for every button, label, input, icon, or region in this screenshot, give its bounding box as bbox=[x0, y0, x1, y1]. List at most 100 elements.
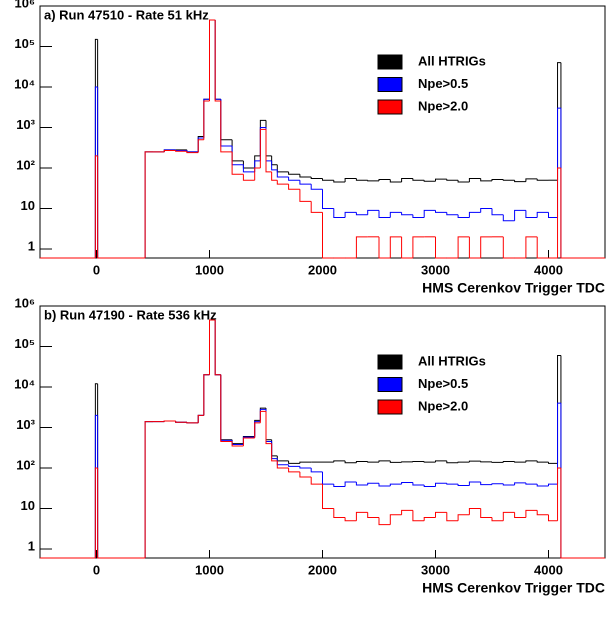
histogram-bin bbox=[435, 178, 447, 182]
legend-swatch bbox=[377, 377, 403, 392]
histogram-bin bbox=[242, 437, 255, 446]
histogram-bin bbox=[186, 422, 199, 424]
histogram-bin bbox=[203, 374, 210, 416]
histogram-bin bbox=[412, 510, 425, 522]
y-tick-label: 10² bbox=[16, 157, 35, 172]
histogram-bin bbox=[435, 210, 447, 213]
histogram-bin bbox=[333, 208, 346, 218]
histogram-bin bbox=[401, 236, 413, 259]
histogram-bin bbox=[299, 461, 312, 464]
histogram-bin bbox=[344, 517, 357, 522]
legend-label: Npe>2.0 bbox=[418, 98, 468, 113]
x-tick-label: 3000 bbox=[421, 562, 450, 577]
histogram-bin bbox=[355, 236, 368, 258]
histogram-bin bbox=[525, 509, 538, 518]
y-tick-label: 10⁴ bbox=[14, 76, 35, 91]
histogram-bin bbox=[502, 179, 515, 181]
y-tick-label: 10² bbox=[16, 457, 35, 472]
y-tick-label: 10 bbox=[21, 498, 35, 513]
histogram-bin bbox=[435, 236, 447, 259]
x-tick-label: 1000 bbox=[195, 562, 224, 577]
histogram-bin bbox=[389, 460, 402, 463]
histogram-bin bbox=[491, 483, 504, 485]
histogram-bin bbox=[514, 512, 526, 518]
histogram-bin bbox=[265, 411, 272, 445]
histogram-bin bbox=[502, 214, 515, 222]
histogram-bin bbox=[412, 482, 425, 486]
histogram-bin bbox=[310, 476, 323, 485]
histogram-bin bbox=[97, 155, 146, 259]
histogram-bin bbox=[525, 460, 538, 463]
histogram-bin bbox=[457, 236, 470, 258]
histogram-bin bbox=[144, 151, 153, 258]
histogram-bin bbox=[254, 167, 261, 181]
histogram-bin bbox=[525, 178, 538, 182]
histogram-bin bbox=[163, 150, 176, 152]
histogram-bin bbox=[435, 460, 447, 463]
y-tick-label: 10 bbox=[21, 198, 35, 213]
y-tick-label: 10³ bbox=[16, 117, 35, 132]
histogram-bin bbox=[367, 180, 379, 182]
x-tick-label: 1000 bbox=[195, 262, 224, 277]
y-tick-label: 10³ bbox=[16, 417, 35, 432]
histogram-bin bbox=[423, 209, 436, 218]
histogram-bin bbox=[288, 460, 300, 464]
histogram-bin bbox=[367, 482, 379, 486]
histogram-bin bbox=[276, 180, 289, 185]
histogram-bin bbox=[220, 374, 233, 443]
histogram-bin bbox=[288, 184, 300, 190]
histogram-bin bbox=[412, 214, 425, 218]
histogram-bin bbox=[214, 20, 221, 102]
histogram-bin bbox=[144, 421, 153, 558]
histogram-bin bbox=[355, 482, 368, 486]
histogram-bin bbox=[446, 212, 459, 216]
histogram-bin bbox=[446, 460, 459, 464]
histogram-bin bbox=[514, 180, 526, 183]
histogram-bin bbox=[197, 139, 204, 153]
x-axis-label: HMS Cerenkov Trigger TDC bbox=[422, 280, 605, 296]
histogram-bin bbox=[163, 420, 176, 422]
histogram-bin bbox=[560, 168, 605, 259]
x-tick-label: 0 bbox=[93, 562, 100, 577]
histogram-bin bbox=[457, 484, 470, 486]
histogram-bin bbox=[333, 460, 346, 463]
histogram-bin bbox=[536, 484, 549, 487]
histogram-bin bbox=[536, 510, 549, 516]
histogram-bin bbox=[276, 460, 289, 469]
histogram-bin bbox=[525, 236, 538, 258]
histogram-bin bbox=[514, 461, 526, 463]
histogram-bin bbox=[401, 461, 413, 463]
histogram-bin bbox=[344, 481, 357, 487]
histogram-bin bbox=[480, 508, 492, 518]
histogram-bin bbox=[355, 460, 368, 463]
legend-swatch bbox=[377, 77, 403, 92]
plot-frame bbox=[39, 305, 606, 559]
y-tick-label: 1 bbox=[28, 238, 35, 253]
histogram-bin bbox=[94, 467, 98, 558]
histogram-bin bbox=[536, 211, 549, 218]
histogram-bin bbox=[271, 171, 278, 181]
histogram-bin bbox=[231, 441, 244, 447]
legend-label: Npe>0.5 bbox=[418, 376, 468, 391]
legend-swatch bbox=[377, 354, 403, 370]
histogram-bin bbox=[401, 509, 413, 515]
histogram-bin bbox=[435, 482, 447, 487]
histogram-bin bbox=[203, 100, 210, 140]
histogram-bin bbox=[468, 481, 481, 486]
histogram-bin bbox=[502, 460, 515, 463]
histogram-bin bbox=[423, 485, 436, 487]
histogram-bin bbox=[175, 420, 187, 423]
histogram-bin bbox=[491, 208, 504, 216]
histogram-bin bbox=[557, 167, 561, 258]
histogram-bin bbox=[299, 180, 312, 185]
histogram-bin bbox=[480, 236, 492, 258]
histogram-bin bbox=[480, 482, 492, 486]
histogram-bin bbox=[548, 462, 558, 464]
histogram-bin bbox=[310, 201, 323, 213]
histogram-bin bbox=[242, 174, 255, 181]
histogram-bin bbox=[502, 483, 515, 486]
histogram-bin bbox=[548, 212, 558, 218]
y-tick-label: 10⁶ bbox=[15, 295, 35, 310]
histogram-bin bbox=[480, 208, 492, 213]
